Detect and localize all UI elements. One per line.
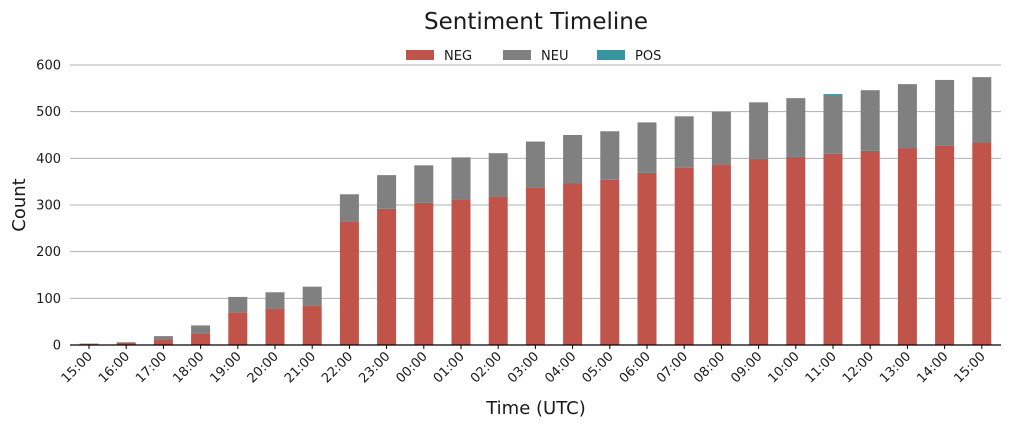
bar-neu (302, 286, 322, 306)
legend-swatch-neu (503, 50, 531, 60)
x-tick-label: 23:00 (356, 349, 393, 386)
x-tick-label: 22:00 (319, 349, 356, 386)
bar-neu (897, 84, 917, 149)
y-axis-label: Count (9, 178, 30, 231)
bar-neu (674, 116, 694, 168)
bar-pos (823, 93, 843, 95)
bar-neu (525, 141, 545, 188)
y-axis-ticks: 0 100 200 300 400 500 600 (36, 59, 61, 354)
bar-neg (191, 333, 211, 345)
bar-neg (563, 183, 583, 345)
bar-neg (860, 150, 880, 345)
legend-label-pos: POS (635, 49, 661, 64)
chart-title: Sentiment Timeline (424, 9, 648, 35)
bar-neg (600, 179, 620, 345)
x-tick-label: 21:00 (282, 349, 319, 386)
x-tick-label: 10:00 (766, 349, 803, 386)
bar-neu (339, 194, 359, 222)
bar-neu (823, 94, 843, 154)
bar-neu (451, 157, 471, 200)
bar-neg (153, 339, 173, 345)
bar-neg (711, 164, 731, 345)
bars (79, 77, 992, 345)
bar-neg (749, 158, 769, 345)
x-tick-label: 04:00 (542, 349, 579, 386)
y-tick-label: 500 (36, 105, 61, 120)
bar-neg (339, 221, 359, 345)
bar-neu (377, 175, 397, 209)
bar-neg (451, 199, 471, 345)
bar-neu (749, 102, 769, 159)
bar-neu (563, 135, 583, 184)
x-tick-label: 20:00 (245, 349, 282, 386)
x-tick-label: 09:00 (728, 349, 765, 386)
bar-neg (674, 167, 694, 345)
x-tick-label: 15:00 (952, 349, 989, 386)
bar-neg (265, 308, 285, 345)
bar-neu (265, 292, 285, 309)
x-tick-label: 01:00 (431, 349, 468, 386)
bar-neu (600, 131, 620, 180)
bar-neu (711, 111, 731, 165)
bar-neg (302, 305, 322, 345)
bar-neg (972, 142, 992, 345)
y-tick-label: 600 (36, 59, 61, 74)
x-axis-ticks: 15:00 16:00 17:00 18:00 19:00 20:00 21:00 22:00… (59, 345, 989, 386)
y-tick-label: 400 (36, 152, 61, 167)
bar-neg (377, 208, 397, 345)
bar-neu (786, 98, 806, 157)
x-tick-label: 05:00 (580, 349, 617, 386)
bar-neg (488, 196, 508, 345)
x-tick-label: 02:00 (468, 349, 505, 386)
legend: NEG NEU POS (406, 49, 661, 64)
y-tick-label: 100 (36, 292, 61, 307)
x-tick-label: 08:00 (691, 349, 728, 386)
bar-neg (897, 148, 917, 345)
legend-swatch-pos (597, 50, 625, 60)
y-tick-label: 0 (53, 339, 61, 354)
bar-neu (860, 90, 880, 151)
bar-neu (972, 77, 992, 143)
bar-neu (191, 325, 211, 334)
y-tick-label: 200 (36, 245, 61, 260)
x-tick-label: 03:00 (505, 349, 542, 386)
bar-neg (116, 342, 136, 345)
x-tick-label: 16:00 (96, 349, 133, 386)
bar-neg (525, 187, 545, 345)
x-tick-label: 18:00 (170, 349, 207, 386)
x-tick-label: 13:00 (877, 349, 914, 386)
bar-neg (823, 153, 843, 345)
legend-label-neg: NEG (444, 49, 472, 64)
y-tick-label: 300 (36, 199, 61, 214)
bar-neg (637, 172, 657, 345)
x-axis-label: Time (UTC) (485, 398, 586, 419)
bar-neg (414, 202, 434, 345)
bar-neg (228, 312, 248, 345)
legend-label-neu: NEU (541, 49, 568, 64)
x-tick-label: 06:00 (617, 349, 654, 386)
x-tick-label: 15:00 (59, 349, 96, 386)
bar-neu (637, 122, 657, 173)
x-tick-label: 11:00 (803, 349, 840, 386)
x-tick-label: 14:00 (914, 349, 951, 386)
x-tick-label: 00:00 (394, 349, 431, 386)
bar-neu (228, 296, 248, 313)
bar-neu (414, 165, 434, 203)
bar-neg (935, 145, 955, 345)
bar-neu (488, 153, 508, 197)
legend-swatch-neg (406, 50, 434, 60)
x-tick-label: 12:00 (840, 349, 877, 386)
x-tick-label: 07:00 (654, 349, 691, 386)
bar-neu (935, 79, 955, 146)
x-tick-label: 17:00 (133, 349, 170, 386)
x-tick-label: 19:00 (208, 349, 245, 386)
bar-neg (786, 156, 806, 345)
bar-neu (153, 336, 173, 340)
